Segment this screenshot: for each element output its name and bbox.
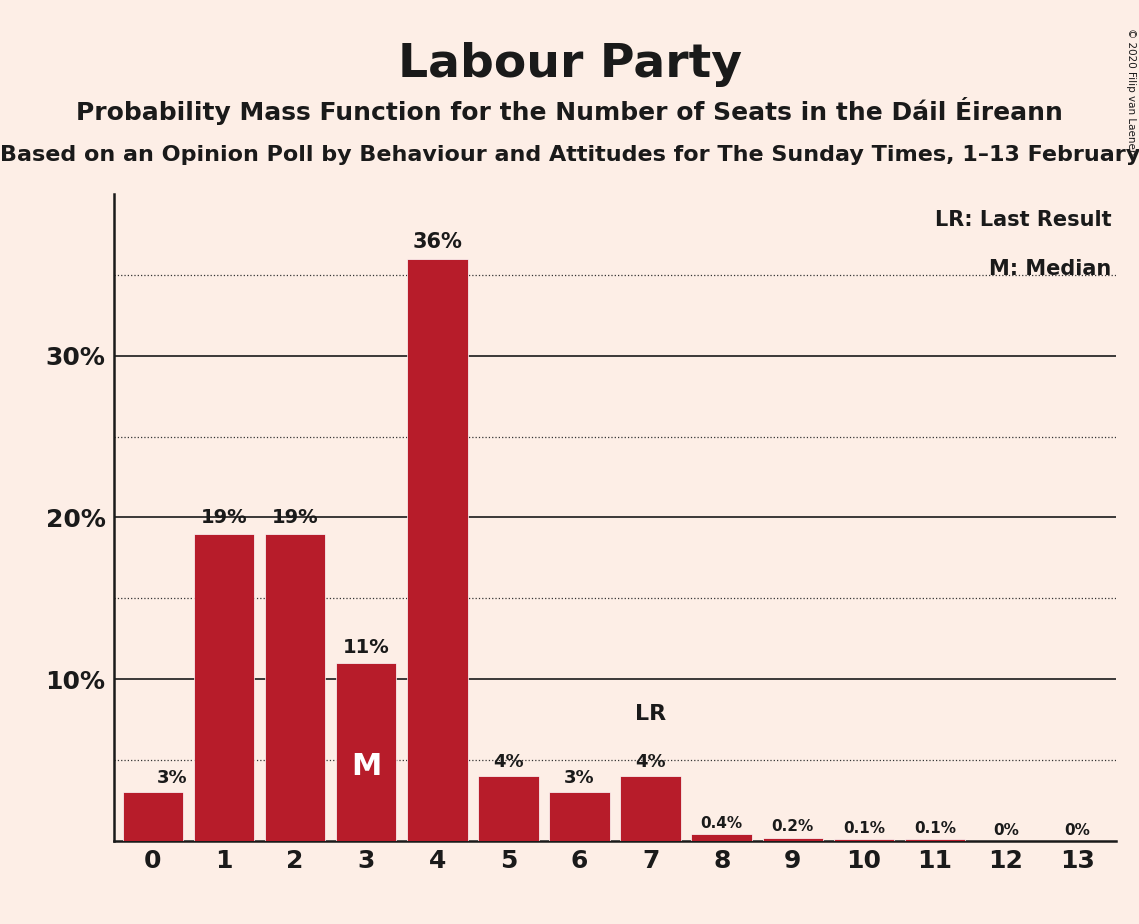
Bar	[691, 834, 752, 841]
Text: 36%: 36%	[412, 232, 462, 252]
Text: 4%: 4%	[493, 753, 524, 772]
Bar	[763, 837, 823, 841]
Text: 19%: 19%	[200, 508, 247, 527]
Text: 4%: 4%	[636, 753, 666, 772]
Bar	[904, 839, 965, 841]
Text: Labour Party: Labour Party	[398, 42, 741, 87]
Text: 0.4%: 0.4%	[700, 816, 743, 832]
Text: M: M	[351, 751, 382, 781]
Bar	[265, 534, 326, 841]
Text: Based on an Opinion Poll by Behaviour and Attitudes for The Sunday Times, 1–13 F: Based on an Opinion Poll by Behaviour an…	[0, 145, 1139, 165]
Text: Probability Mass Function for the Number of Seats in the Dáil Éireann: Probability Mass Function for the Number…	[76, 97, 1063, 125]
Text: M: Median: M: Median	[989, 259, 1112, 279]
Text: 3%: 3%	[156, 770, 187, 787]
Text: © 2020 Filip van Laenen: © 2020 Filip van Laenen	[1126, 28, 1136, 155]
Text: 19%: 19%	[272, 508, 319, 527]
Bar	[478, 776, 539, 841]
Text: 0%: 0%	[1064, 822, 1090, 837]
Text: LR: LR	[636, 704, 666, 724]
Bar	[194, 534, 254, 841]
Text: 0.2%: 0.2%	[771, 820, 814, 834]
Bar	[621, 776, 681, 841]
Bar	[834, 839, 894, 841]
Bar	[549, 793, 609, 841]
Text: 0.1%: 0.1%	[913, 821, 956, 836]
Text: 11%: 11%	[343, 638, 390, 656]
Bar	[336, 663, 396, 841]
Text: 0%: 0%	[993, 822, 1019, 837]
Text: 0.1%: 0.1%	[843, 821, 885, 836]
Text: 3%: 3%	[564, 770, 595, 787]
Bar	[407, 259, 467, 841]
Bar	[123, 793, 183, 841]
Text: LR: Last Result: LR: Last Result	[935, 211, 1112, 230]
